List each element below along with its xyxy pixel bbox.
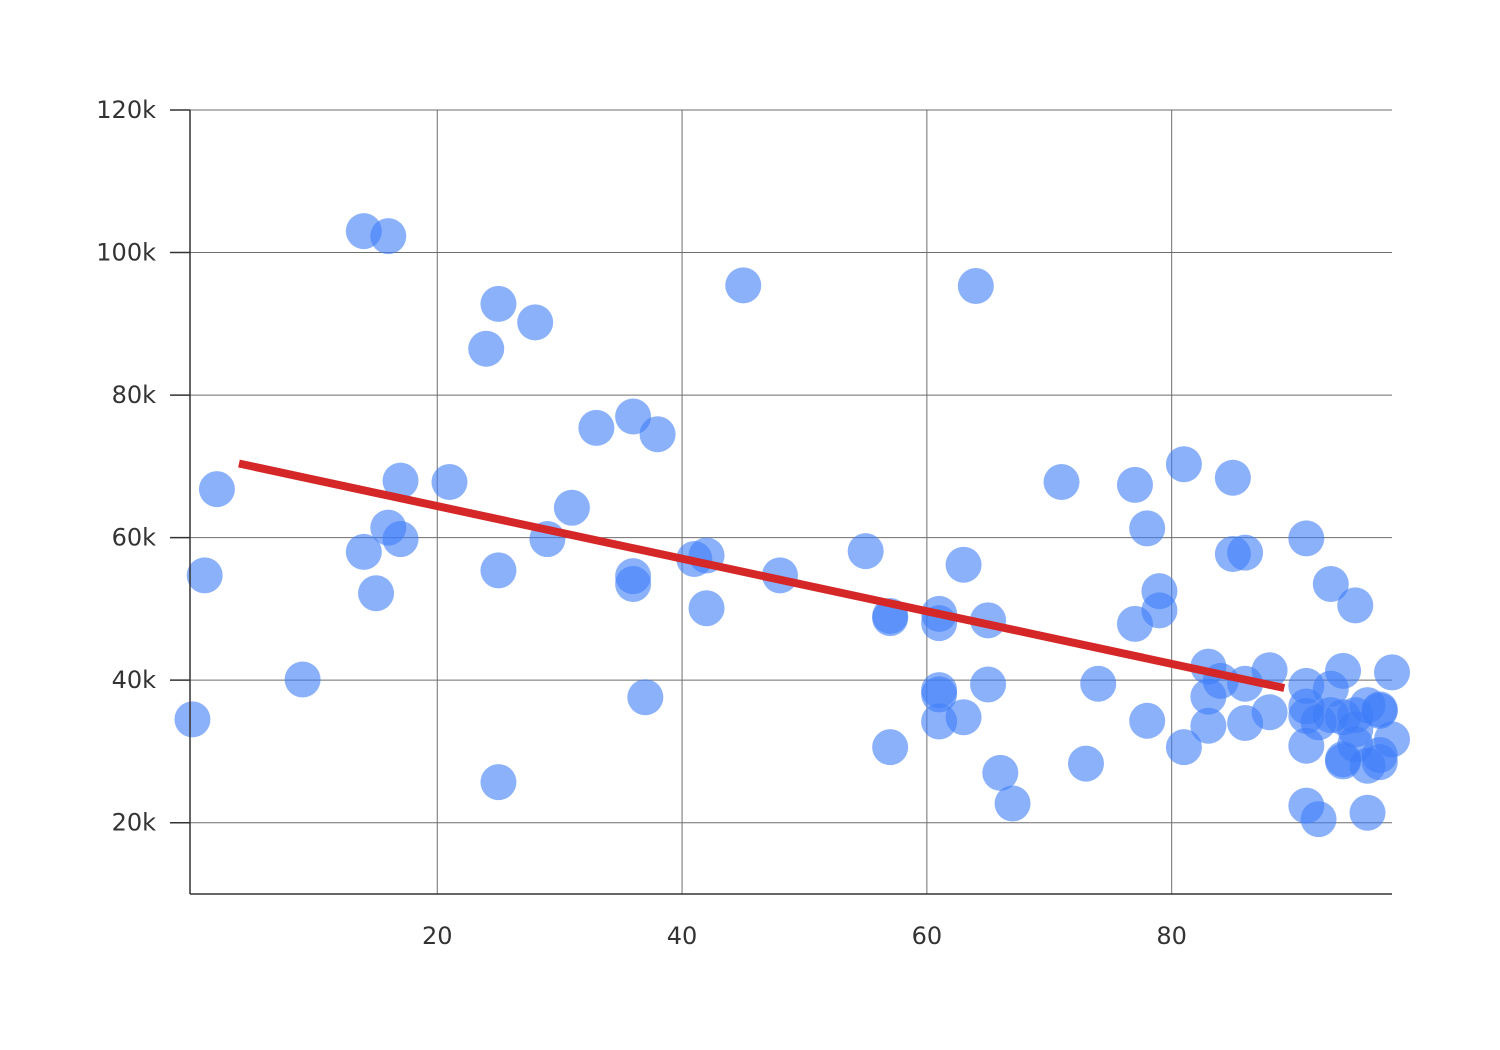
scatter-point <box>921 676 958 713</box>
scatter-point <box>688 590 725 627</box>
scatter-point <box>468 330 505 367</box>
scatter-point <box>284 661 321 698</box>
scatter-point <box>994 785 1031 822</box>
scatter-point <box>615 565 652 602</box>
scatter-point <box>1325 652 1362 689</box>
y-tick-label: 60k <box>112 524 157 552</box>
y-tick-label: 40k <box>112 666 157 694</box>
scatter-point <box>1214 459 1251 496</box>
scatter-point <box>847 533 884 570</box>
scatter-point <box>1288 520 1325 557</box>
data-points <box>174 213 1410 838</box>
scatter-point <box>970 666 1007 703</box>
x-tick-label: 80 <box>1156 922 1187 950</box>
scatter-point <box>345 533 382 570</box>
scatter-point <box>517 304 554 341</box>
scatter-point <box>553 489 590 526</box>
scatter-point <box>1165 446 1202 483</box>
scatter-point <box>578 409 615 446</box>
axes: 20k 40k 60k 80k 100k 120k 20 40 60 80 <box>96 96 1392 950</box>
scatter-point <box>1227 534 1264 571</box>
scatter-point <box>1165 729 1202 766</box>
scatter-point <box>639 416 676 453</box>
scatter-point <box>1337 587 1374 624</box>
trend-line-group <box>238 459 1286 692</box>
scatter-point <box>1141 592 1178 629</box>
x-tick-label: 20 <box>422 922 453 950</box>
scatter-point <box>370 218 407 255</box>
scatter-point <box>1251 694 1288 731</box>
scatter-point <box>431 464 468 501</box>
scatter-point <box>957 268 994 305</box>
scatter-point <box>627 679 664 716</box>
scatter-point <box>725 267 762 304</box>
scatter-point <box>382 521 419 558</box>
scatter-point <box>1043 464 1080 501</box>
scatter-point <box>480 764 517 801</box>
scatter-point <box>1349 794 1386 831</box>
scatter-point <box>1129 702 1166 739</box>
scatter-point <box>872 729 909 766</box>
scatter-point <box>1080 665 1117 702</box>
scatter-point <box>382 462 419 499</box>
scatter-point <box>480 285 517 322</box>
scatter-point <box>1129 510 1166 547</box>
scatter-point <box>186 557 223 594</box>
y-tick-label: 120k <box>96 96 156 124</box>
y-tick-label: 100k <box>96 239 156 267</box>
x-tick-label: 40 <box>667 922 698 950</box>
scatter-point <box>982 754 1019 791</box>
y-tick-label: 20k <box>112 809 157 837</box>
scatter-point <box>174 701 211 738</box>
scatter-point <box>198 471 235 508</box>
trend-line <box>238 459 1286 692</box>
scatter-point <box>358 575 395 612</box>
scatter-point <box>480 552 517 589</box>
scatter-point <box>1116 466 1153 503</box>
scatter-point <box>945 699 982 736</box>
x-tick-label: 60 <box>912 922 943 950</box>
scatter-point <box>1312 565 1349 602</box>
scatter-point <box>1374 654 1410 691</box>
scatter-point <box>1374 721 1410 758</box>
y-tick-label: 80k <box>112 381 157 409</box>
scatter-point <box>1067 745 1104 782</box>
scatter-point <box>1300 801 1337 838</box>
scatter-point <box>945 546 982 583</box>
scatter-point <box>1190 707 1227 744</box>
scatter-point <box>1361 692 1398 729</box>
